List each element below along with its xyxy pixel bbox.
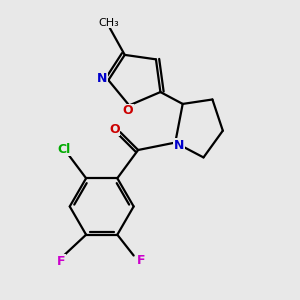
Text: F: F xyxy=(57,255,65,268)
Text: F: F xyxy=(137,254,145,267)
Text: Cl: Cl xyxy=(57,142,70,156)
Text: O: O xyxy=(109,123,120,136)
Text: CH₃: CH₃ xyxy=(98,18,119,28)
Text: N: N xyxy=(174,139,184,152)
Text: O: O xyxy=(122,104,133,117)
Text: N: N xyxy=(97,72,107,85)
